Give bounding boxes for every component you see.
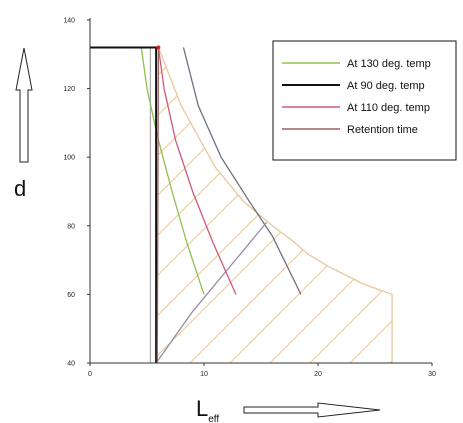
corner-marker [156, 45, 161, 50]
y-axis-label: d [14, 176, 26, 201]
curve-line [182, 47, 302, 295]
y-tick-label: 80 [67, 223, 75, 230]
legend-label: At 110 deg. temp [347, 102, 430, 114]
legend-label: At 90 deg. temp [347, 80, 425, 92]
legend: At 130 deg. temp At 90 deg. temp At 110 de… [272, 40, 457, 161]
x-tick-label: 30 [428, 371, 436, 378]
x-tick-label: 20 [314, 371, 322, 378]
x-axis-label-sub: eff [208, 414, 219, 423]
series-line [140, 47, 205, 295]
series-line [157, 47, 237, 295]
curve-line [155, 221, 268, 364]
x-tick-label: 0 [88, 371, 92, 378]
axes [89, 18, 432, 364]
legend-label: Retention time [347, 124, 418, 136]
x-tick-label: 10 [200, 371, 208, 378]
hatch-line [269, 47, 393, 363]
ticks: 0 10 20 30 40 60 80 100 120 140 [63, 18, 436, 379]
up-arrow-icon [15, 47, 33, 163]
series-line [90, 46, 158, 363]
y-tick-label: 120 [63, 86, 75, 93]
x-axis-label: Leff [196, 396, 219, 423]
series-line [156, 47, 160, 364]
hatch-line [309, 47, 393, 363]
right-arrow-icon [243, 402, 381, 418]
hatch-line [229, 47, 393, 363]
hatch-line [157, 47, 251, 363]
legend-box [272, 40, 457, 161]
hatch-line [157, 47, 211, 363]
y-tick-label: 40 [67, 361, 75, 368]
y-tick-label: 140 [63, 18, 75, 25]
y-tick-label: 60 [67, 292, 75, 299]
envelope-line [157, 47, 393, 363]
legend-label: At 130 deg. temp [347, 58, 431, 70]
y-tick-label: 100 [63, 155, 75, 162]
x-axis-label-main: L [196, 396, 208, 421]
